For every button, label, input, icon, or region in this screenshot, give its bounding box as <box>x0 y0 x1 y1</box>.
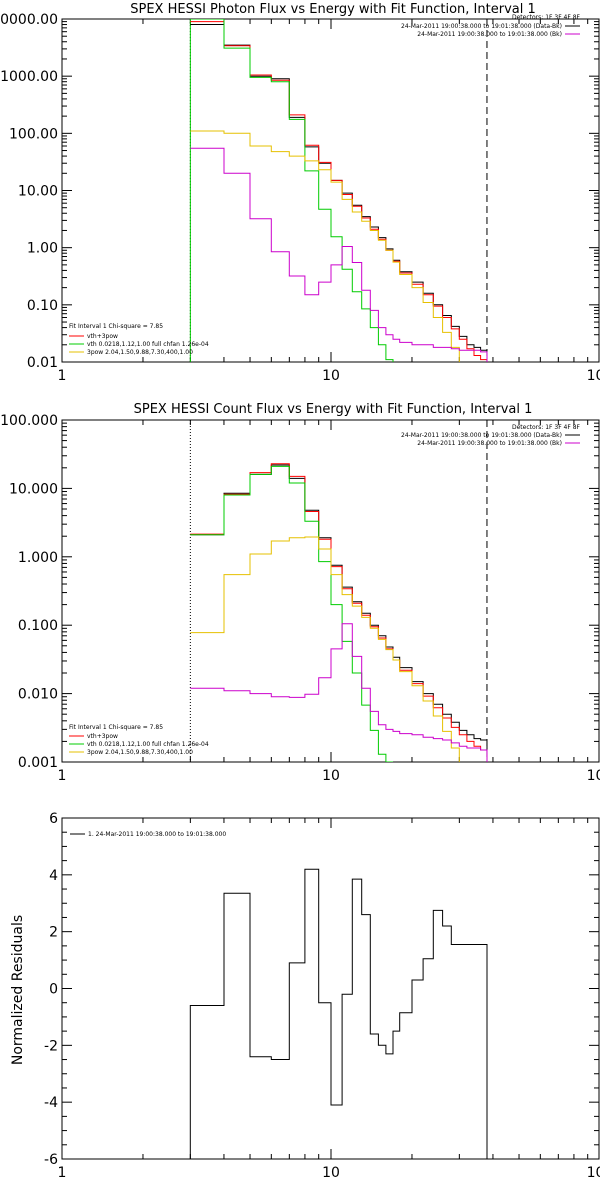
count-legend-fit-entry: vth+3pow <box>87 733 118 740</box>
photon-axes-frame <box>61 18 600 363</box>
residuals-x-tick-label: 10 <box>322 1165 340 1181</box>
photon-x-tick-label: 1 <box>58 368 67 384</box>
residuals-axes-frame <box>61 817 600 1160</box>
count-legend-3pow-entry: 3pow 2.04,1.50,9.88,7.30,400,1.00 <box>87 749 193 756</box>
photon-y-tick-label: 10.00 <box>18 184 58 200</box>
count-legend-vth-entry: vth 0.0218,1.12,1.00 full chfan 1.26e-04 <box>87 741 209 748</box>
photon-legend-vth-entry: vth 0.0218,1.12,1.00 full chfan 1.26e-04 <box>87 341 209 348</box>
count-y-tick-label: 0.100 <box>18 618 58 634</box>
count-x-tick-label: 1 <box>58 768 67 784</box>
residuals-y-tick-label: -4 <box>44 1095 58 1111</box>
residuals-y-tick-label: 2 <box>49 925 58 941</box>
residuals-y-tick-label: 0 <box>49 982 58 998</box>
count-y-tick-label: 10.000 <box>9 481 58 497</box>
count-legend-detectors: Detectors: 1F 3F 4F 8F <box>512 424 581 431</box>
photon-legend-detectors: Detectors: 1F 3F 4F 8F <box>512 14 581 21</box>
photon-series-4 <box>190 147 488 362</box>
photon-y-tick-label: 10000.00 <box>0 12 58 28</box>
photon-legend-3pow-entry: 3pow 2.04,1.50,9.88,7.30,400,1.00 <box>87 349 193 356</box>
photon-series-3 <box>190 130 460 362</box>
photon-legend-fit-entry: vth+3pow <box>87 333 118 340</box>
photon-legend-data-entry: 24-Mar-2011 19:00:38.000 to 19:01:38.000… <box>401 23 562 30</box>
photon-y-tick-label: 0.10 <box>27 298 58 314</box>
count-series-2 <box>190 465 393 762</box>
count-fit-header: Fit Interval 1 Chi-square = 7.85 <box>69 724 163 731</box>
photon-y-tick-label: 1.00 <box>27 241 58 257</box>
count-legend-data-entry: 24-Mar-2011 19:00:38.000 to 19:01:38.000… <box>401 432 562 439</box>
count-x-tick-label: 100 <box>587 768 600 784</box>
count-y-tick-label: 1.000 <box>18 550 58 566</box>
count-y-tick-label: 100.000 <box>0 413 58 429</box>
count-flux-panel: SPEX HESSI Count Flux vs Energy with Fit… <box>0 402 600 784</box>
count-y-tick-label: 0.001 <box>18 755 58 771</box>
photon-fit-header: Fit Interval 1 Chi-square = 7.85 <box>69 323 163 330</box>
count-series-4 <box>190 623 488 762</box>
residuals-y-tick-label: 6 <box>49 811 58 827</box>
photon-plot-area: 1 10 100 0.01 0.10 1.00 10.00 100.00 1000.00 1000… <box>0 12 600 384</box>
residuals-x-tick-label: 100 <box>587 1165 600 1181</box>
photon-x-tick-label: 10 <box>322 368 340 384</box>
photon-y-tick-label: 0.01 <box>27 355 58 371</box>
residuals-series-0 <box>189 868 488 1159</box>
photon-legend-bk-entry: 24-Mar-2011 19:00:38.000 to 19:01:38.000… <box>417 31 562 38</box>
photon-flux-panel: SPEX HESSI Photon Flux vs Energy with Fi… <box>0 2 600 384</box>
photon-series-2 <box>190 19 394 362</box>
photon-series-1 <box>190 21 488 362</box>
photon-x-tick-label: 100 <box>587 368 600 384</box>
residuals-x-tick-label: 1 <box>58 1165 67 1181</box>
photon-y-tick-label: 1000.00 <box>0 69 58 85</box>
residuals-y-tick-label: 4 <box>49 868 58 884</box>
count-series-1 <box>190 463 488 762</box>
photon-chart-title: SPEX HESSI Photon Flux vs Energy with Fi… <box>130 2 536 17</box>
count-series-3 <box>190 536 460 762</box>
count-plot-area: 1 10 100 0.001 0.010 0.100 1.000 10.000 100.000 <box>0 413 600 784</box>
residuals-plot-area: 1 10 100 -6 -4 -2 0 2 4 6 <box>44 811 600 1181</box>
count-y-tick-label: 0.010 <box>18 687 58 703</box>
residuals-legend-entry: 1. 24-Mar-2011 19:00:38.000 to 19:01:38.… <box>88 831 226 838</box>
residuals-panel: 1 10 100 -6 -4 -2 0 2 4 6 1. 24-Mar-2011 19:00:38… <box>10 811 600 1181</box>
count-x-tick-label: 10 <box>322 768 340 784</box>
count-chart-title: SPEX HESSI Count Flux vs Energy with Fit… <box>134 402 533 417</box>
residuals-y-axis-label: Normalized Residuals <box>10 915 26 1065</box>
photon-y-tick-label: 100.00 <box>9 126 58 142</box>
count-legend-bk-entry: 24-Mar-2011 19:00:38.000 to 19:01:38.000… <box>417 440 562 447</box>
residuals-y-tick-label: -2 <box>44 1038 58 1054</box>
residuals-y-tick-label: -6 <box>44 1152 58 1168</box>
